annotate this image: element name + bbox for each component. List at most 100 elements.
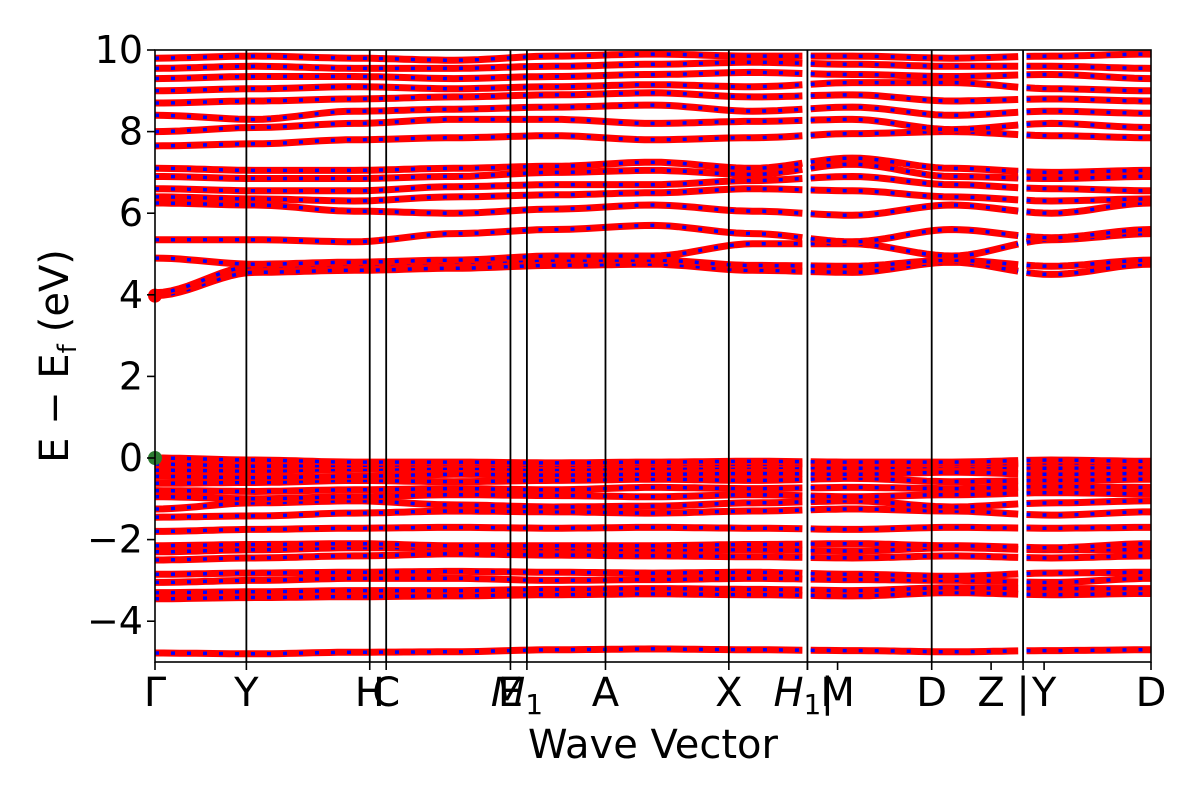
band-line-up [1026,131,1151,142]
y-axis-title-sub: f [53,343,83,353]
band-line-down [810,227,1019,244]
band-line-up [155,497,803,513]
band-line-down [810,71,1019,79]
band-line-up [1026,497,1151,507]
band-line-down [155,242,803,266]
band-line-down [155,647,803,656]
band-line-down [810,464,1019,470]
band-line-down [155,576,803,585]
x-axis-ticks: Γ Y HC EM1 A X H1 |M D Z | Y D [144,662,1167,721]
band-line-up [1026,173,1151,182]
band-line-down [155,201,803,215]
kpath-label: Y [1031,670,1057,716]
kpath-label: A [592,670,620,716]
kpath-label: M [820,670,855,716]
band-line-up [1026,523,1151,532]
band-line-down [810,571,1019,579]
high-symmetry-lines [245,50,1024,662]
plot-frame [154,49,1152,663]
band-line-up [1026,574,1151,586]
kpath-label: M1 [491,670,543,721]
band-line-up [1026,184,1151,195]
y-tick-label: −2 [87,518,143,562]
band-line-up [1026,470,1151,478]
band-line-up [155,260,803,300]
band-line-down [810,105,1019,118]
kpath-label: | [821,670,834,716]
kpath-label: | [1016,670,1029,716]
band-line-down [155,91,803,105]
band-line-down [810,129,1019,137]
band-line-up [1026,84,1151,95]
band-line-up [1026,119,1151,131]
band-line-down [810,546,1019,553]
band-line-down [155,60,803,71]
y-tick-label: 8 [119,110,143,154]
kpath-label: C [372,670,400,716]
band-line-up [1026,256,1151,270]
band-line-down [810,499,1019,509]
band-line-down [155,586,803,595]
band-line-up [1026,195,1151,205]
band-line-up [1026,590,1151,599]
band-line-down [810,174,1019,190]
band-line-down [810,156,1019,174]
band-line-down [810,54,1019,60]
band-line-down [810,525,1019,532]
band-line-up [1026,646,1151,655]
bands-layer [155,50,1151,658]
kpath-label: Γ [144,670,167,716]
band-line-down [155,541,803,548]
kpath-label: D [1136,670,1167,716]
band-line-down [810,470,1019,477]
kpath-label: Y [233,670,259,716]
band-line-down [155,176,803,193]
band-line-down [155,186,803,203]
kpath-label: H [355,670,385,716]
band-line-up [155,101,803,123]
y-tick-label: 4 [119,273,143,317]
band-line-down [810,93,1019,103]
band-line-up [1026,508,1151,519]
y-axis-title: E − Ef (eV) [32,249,83,463]
y-axis-title-main: E − E [32,353,78,463]
band-line-up [1026,540,1151,552]
band-line-down [810,507,1019,516]
band-line-down [155,465,803,473]
band-line-down [810,61,1019,69]
band-line-down [810,590,1019,598]
band-line-up [155,115,803,136]
kpath-label: E [498,670,523,716]
y-tick-label: 2 [119,354,143,398]
y-tick-label: 10 [95,28,143,72]
y-axis-title-unit: (eV) [32,249,78,332]
band-line-up [1026,463,1151,472]
band-line-down [155,456,803,465]
band-line-down [155,569,803,577]
band-line-down [155,485,803,494]
band-line-down [810,260,1019,275]
band-line-down [155,552,803,562]
band-line-down [810,554,1019,560]
band-line-up [1026,260,1151,278]
band-line-down [810,458,1019,464]
x-axis-title: Wave Vector [528,722,779,768]
band-line-up [1026,62,1151,72]
band-line-down [155,70,803,81]
y-axis-ticks: −4 −2 0 2 4 6 8 10 [87,28,155,643]
band-line-up [1026,489,1151,498]
band-line-up [1026,71,1151,83]
band-line-down [155,492,803,501]
band-line-down [155,508,803,519]
band-line-down [810,117,1019,132]
band-line-up [1026,568,1151,578]
band-line-up [1026,95,1151,105]
band-line-up [1026,552,1151,562]
band-line-down [810,258,1019,268]
band-line-down [810,80,1019,89]
band-line-down [810,485,1019,491]
band-line-down [155,167,803,181]
band-line-up [1026,166,1151,176]
band-line-down [810,541,1019,549]
band-line-down [810,188,1019,202]
